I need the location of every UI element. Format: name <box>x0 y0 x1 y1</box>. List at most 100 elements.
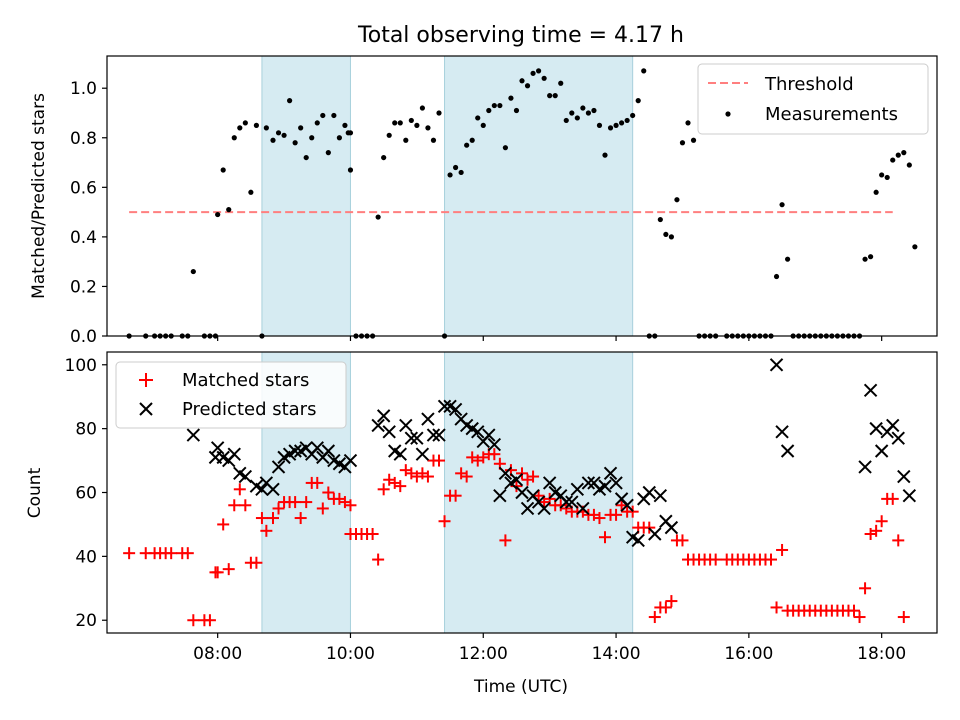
matched-star-point <box>203 614 216 627</box>
measurement-point <box>425 125 431 131</box>
matched-star-point <box>665 595 678 608</box>
matched-star-point <box>211 566 224 579</box>
measurement-point <box>253 122 259 128</box>
predicted-star-point <box>542 476 557 490</box>
matched-star-point <box>709 553 722 566</box>
measurement-point <box>580 105 586 111</box>
predicted-star-point <box>886 418 900 433</box>
matched-star-point <box>410 470 423 483</box>
measurement-point <box>320 112 326 119</box>
measurement-point <box>430 137 437 143</box>
measurement-point <box>397 120 403 126</box>
measurement-point <box>292 140 298 146</box>
y-tick-label: 0.0 <box>70 327 97 347</box>
measurement-point <box>906 162 912 168</box>
predicted-star-point <box>559 495 573 509</box>
predicted-star-point <box>769 358 784 372</box>
measurement-point <box>619 120 625 126</box>
predicted-star-point <box>609 476 623 490</box>
matched-star-point <box>294 512 307 525</box>
measurement-point <box>242 120 248 126</box>
measurement-point <box>226 207 232 213</box>
predicted-star-point <box>775 425 789 439</box>
matched-star-point <box>372 553 385 566</box>
legend-bottom-frame <box>115 361 347 429</box>
x-ticks-bottom: 08:00 10:00 12:00 14:00 16:00 18:00 <box>193 633 906 664</box>
matched-star-point <box>255 512 268 525</box>
predicted-star-point <box>897 469 911 484</box>
predicted-star-point <box>482 428 496 442</box>
measurement-point <box>263 125 269 131</box>
measurement-point <box>563 117 569 124</box>
measurement-point <box>613 122 619 128</box>
measurement-point <box>475 115 481 121</box>
x-tick-label: 08:00 <box>193 644 242 664</box>
predicted-star-point <box>415 447 430 461</box>
measurement-point <box>303 154 309 161</box>
predicted-star-point <box>393 447 407 461</box>
measurement-point <box>347 167 354 173</box>
measurement-point <box>785 256 791 262</box>
predicted-star-point <box>642 485 656 500</box>
predicted-star-point <box>891 431 905 445</box>
matched-star-point <box>870 524 883 537</box>
measurement-point <box>779 202 785 208</box>
matched-star-point <box>776 543 789 556</box>
predicted-star-point <box>432 428 446 442</box>
predicted-star-point <box>509 473 524 487</box>
legend-predicted-swatch <box>139 402 153 416</box>
measurement-point <box>381 154 387 161</box>
measurement-point <box>403 137 409 143</box>
matched-star-point <box>593 512 606 525</box>
legend-top: Threshold Measurements <box>697 63 929 135</box>
measurement-point <box>624 117 630 124</box>
measurement-point <box>248 189 254 195</box>
y-ticks-top: 0.0 0.2 0.4 0.6 0.8 1.0 <box>70 79 107 347</box>
predicted-star-point <box>437 399 452 413</box>
measurement-point <box>491 102 497 109</box>
x-tick-label: 16:00 <box>724 644 773 664</box>
matched-star-point <box>239 499 252 512</box>
matched-star-point <box>864 528 877 541</box>
measurement-point <box>287 98 293 104</box>
matched-star-point <box>316 502 329 515</box>
measurement-point <box>469 137 475 143</box>
matched-star-point <box>615 499 628 512</box>
legend-threshold-label: Threshold <box>764 74 854 95</box>
matched-star-point <box>405 467 418 480</box>
matched-star-point <box>421 470 434 483</box>
matched-star-point <box>765 553 777 566</box>
measurement-point <box>331 112 337 119</box>
measurement-point <box>635 98 641 104</box>
measurement-point <box>591 107 597 114</box>
measurement-point <box>190 268 196 275</box>
matched-star-point <box>875 515 888 528</box>
y-tick-label: 20 <box>75 611 97 631</box>
predicted-star-point <box>537 501 551 516</box>
measurement-point <box>486 107 492 114</box>
measurement-point <box>508 95 514 101</box>
measurement-point <box>530 70 536 76</box>
shaded-intervals <box>261 55 634 337</box>
predicted-star-point <box>858 460 872 474</box>
matched-star-point <box>222 563 235 576</box>
measurement-point <box>657 216 663 223</box>
matched-star-point <box>438 515 451 528</box>
y-ticks-bottom: 20 40 60 80 100 <box>65 356 107 631</box>
measurement-point <box>585 110 592 116</box>
matched-star-point <box>532 489 545 502</box>
measurement-point <box>314 120 320 126</box>
legend-matched-label: Matched stars <box>182 370 309 391</box>
predicted-star-point <box>210 441 225 455</box>
predicted-star-point <box>399 418 413 433</box>
measurement-point <box>519 78 525 84</box>
measurement-point <box>497 102 503 109</box>
x-tick-label: 12:00 <box>459 644 508 664</box>
matched-star-point <box>853 611 866 624</box>
shaded-interval-2 <box>444 55 634 337</box>
matched-star-point <box>416 467 429 480</box>
predicted-star-point <box>631 533 645 548</box>
matched-star-point <box>599 531 611 544</box>
measurement-point <box>884 174 890 181</box>
predicted-star-point <box>471 425 485 439</box>
